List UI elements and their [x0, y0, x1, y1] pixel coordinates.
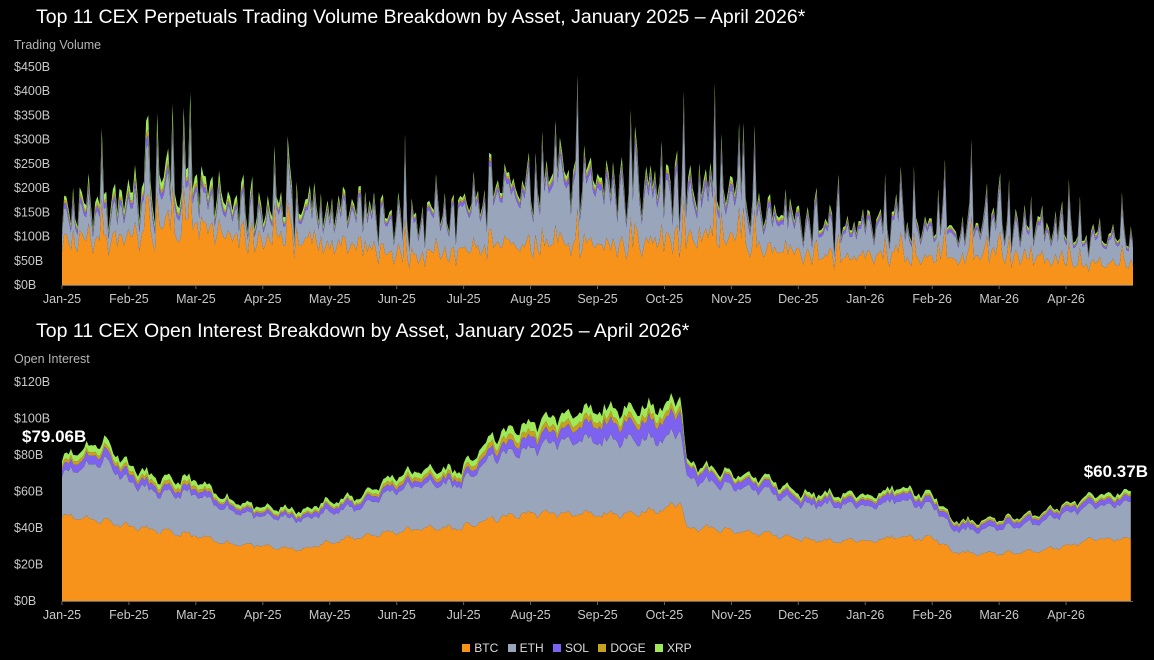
- volume-xtick: Feb-25: [109, 292, 149, 306]
- volume-ytick: $250B: [14, 157, 50, 171]
- volume-ytick: $400B: [14, 84, 50, 98]
- legend-item-btc: BTC: [462, 641, 498, 655]
- legend-label-xrp: XRP: [667, 641, 692, 655]
- legend-swatch-btc: [462, 644, 471, 652]
- oi-xtick: Jul-25: [447, 608, 481, 622]
- volume-xtick: Nov-25: [711, 292, 751, 306]
- oi-series-sol: [62, 408, 1131, 534]
- oi-y-axis-label: Open Interest: [14, 352, 90, 366]
- oi-xtick: Feb-26: [912, 608, 952, 622]
- volume-ytick: $300B: [14, 133, 50, 147]
- oi-xtick: Aug-25: [510, 608, 550, 622]
- oi-series-doge: [62, 402, 1131, 529]
- oi-xtick: Jan-25: [43, 608, 81, 622]
- legend-swatch-doge: [598, 644, 607, 652]
- volume-xtick: Apr-25: [244, 292, 282, 306]
- oi-chart-title: Top 11 CEX Open Interest Breakdown by As…: [36, 320, 690, 342]
- volume-xtick: Aug-25: [510, 292, 550, 306]
- oi-xtick: Apr-26: [1047, 608, 1085, 622]
- volume-xtick: Oct-25: [646, 292, 684, 306]
- oi-xtick: Nov-25: [711, 608, 751, 622]
- volume-xtick: Jul-25: [447, 292, 481, 306]
- legend-item-eth: ETH: [507, 641, 544, 655]
- volume-ytick: $200B: [14, 181, 50, 195]
- legend-swatch-xrp: [655, 644, 664, 652]
- legend-label-btc: BTC: [474, 641, 499, 655]
- oi-xtick: Jun-25: [378, 608, 416, 622]
- legend-label-eth: ETH: [519, 641, 544, 655]
- volume-ytick: $50B: [14, 254, 43, 268]
- legend-item-xrp: XRP: [655, 641, 692, 655]
- volume-xtick: Sep-25: [577, 292, 617, 306]
- oi-series-btc: [62, 501, 1131, 601]
- volume-chart-title: Top 11 CEX Perpetuals Trading Volume Bre…: [36, 6, 806, 28]
- volume-series-eth: [62, 98, 1133, 272]
- volume-xtick: Dec-25: [778, 292, 818, 306]
- volume-xtick: Jan-25: [43, 292, 81, 306]
- volume-ytick: $350B: [14, 108, 50, 122]
- oi-xtick: Sep-25: [577, 608, 617, 622]
- legend-item-doge: DOGE: [598, 641, 646, 655]
- legend-label-sol: SOL: [564, 641, 589, 655]
- volume-ytick: $0B: [14, 278, 36, 292]
- oi-xtick: Jan-26: [846, 608, 884, 622]
- oi-areas: [62, 393, 1131, 601]
- volume-y-axis-label: Trading Volume: [14, 38, 102, 52]
- volume-areas: [62, 74, 1133, 285]
- volume-xtick: Jun-25: [378, 292, 416, 306]
- legend-swatch-eth: [507, 644, 516, 652]
- oi-xtick: May-25: [309, 608, 351, 622]
- oi-ytick: $40B: [14, 521, 43, 535]
- volume-ytick: $450B: [14, 60, 50, 74]
- volume-xtick: Feb-26: [912, 292, 952, 306]
- oi-xtick: Feb-25: [109, 608, 149, 622]
- volume-xtick: Apr-26: [1047, 292, 1085, 306]
- volume-xtick: May-25: [309, 292, 351, 306]
- oi-ytick: $80B: [14, 448, 43, 462]
- volume-xtick: Jan-26: [846, 292, 884, 306]
- oi-ytick: $120B: [14, 375, 50, 389]
- oi-ytick: $20B: [14, 558, 43, 572]
- oi-xtick: Mar-25: [176, 608, 216, 622]
- oi-xtick: Dec-25: [778, 608, 818, 622]
- oi-ytick: $0B: [14, 594, 36, 608]
- oi-series-xrp: [62, 393, 1131, 527]
- oi-start-value-label: $79.06B: [22, 427, 86, 446]
- legend: BTC ETH SOL DOGE XRP: [0, 641, 1154, 655]
- volume-xtick: Mar-25: [176, 292, 216, 306]
- oi-xtick: Apr-25: [244, 608, 282, 622]
- volume-axes: $0B $50B $100B $150B $200B $250B $300B $350B $40…: [14, 60, 1133, 306]
- oi-ytick: $100B: [14, 412, 50, 426]
- oi-end-value-label: $60.37B: [1084, 462, 1148, 481]
- oi-xtick: Mar-26: [979, 608, 1019, 622]
- oi-axes: $0B $20B $40B $60B $80B $100B $120B Jan-25 Feb-2…: [14, 375, 1133, 622]
- volume-ytick: $100B: [14, 230, 50, 244]
- legend-swatch-sol: [552, 644, 561, 652]
- volume-ytick: $150B: [14, 205, 50, 219]
- oi-xtick: Oct-25: [646, 608, 684, 622]
- legend-label-doge: DOGE: [610, 641, 646, 655]
- oi-series-eth: [62, 428, 1131, 556]
- legend-item-sol: SOL: [552, 641, 589, 655]
- volume-series-btc: [62, 176, 1133, 285]
- volume-xtick: Mar-26: [979, 292, 1019, 306]
- oi-ytick: $60B: [14, 485, 43, 499]
